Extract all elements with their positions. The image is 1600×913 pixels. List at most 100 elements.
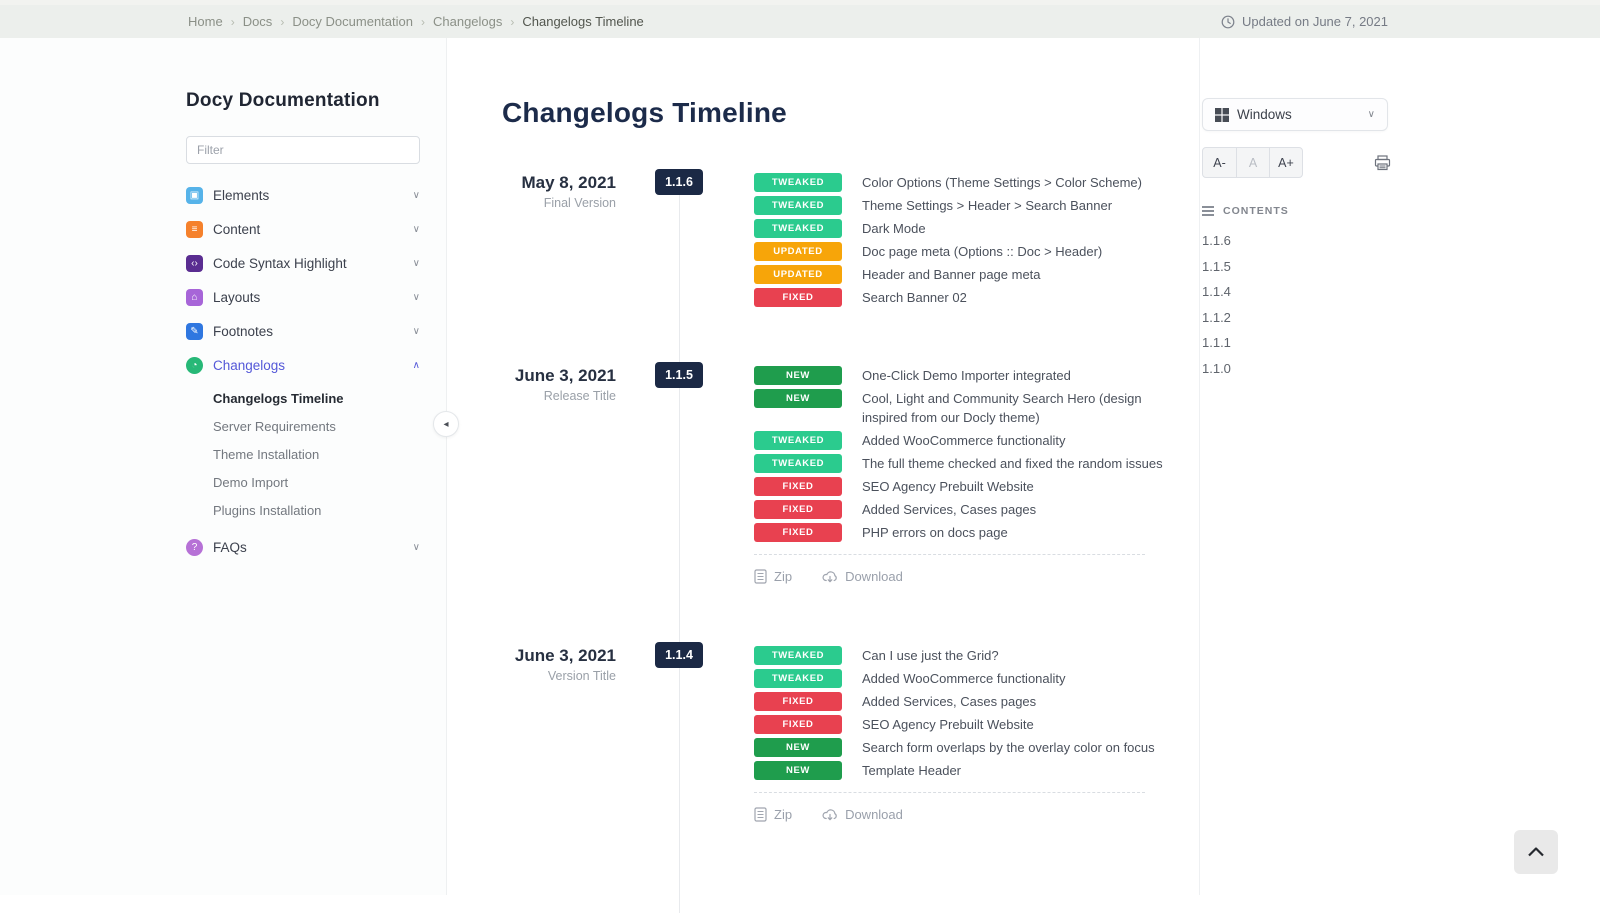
toc-link-1-1-2[interactable]: 1.1.2 xyxy=(1202,309,1231,325)
sidebar-item-server-requirements[interactable]: Server Requirements xyxy=(213,418,336,434)
changelog-item: FIXED Added Services, Cases pages xyxy=(754,500,1199,519)
changelog-item-text: Template Header xyxy=(862,763,961,778)
sidebar-item-label: Changelogs xyxy=(213,357,286,373)
sidebar-item-content[interactable]: ≡ Content ∨ xyxy=(186,212,420,246)
changelog-item-text: Theme Settings > Header > Search Banner xyxy=(862,198,1113,213)
entry-subtitle: Final Version xyxy=(543,196,616,210)
changelog-main: Changelogs Timeline May 8, 2021 Final Ve… xyxy=(447,38,1199,913)
os-select-value: Windows xyxy=(1237,107,1292,122)
collapse-left-icon: ◂ xyxy=(443,418,449,430)
scroll-to-top-button[interactable] xyxy=(1514,830,1558,874)
changelog-item-text: Added Services, Cases pages xyxy=(862,694,1037,709)
zip-link[interactable]: Zip xyxy=(754,807,792,822)
version-badge: 1.1.4 xyxy=(655,642,703,668)
lock-icon: ? xyxy=(186,538,203,556)
zip-file-icon xyxy=(754,569,767,584)
os-select[interactable]: Windows ∨ xyxy=(1202,98,1388,131)
changelog-item-text: Search Banner 02 xyxy=(862,290,967,305)
toc-link-1-1-5[interactable]: 1.1.5 xyxy=(1202,258,1231,274)
toc-link-1-1-1[interactable]: 1.1.1 xyxy=(1202,335,1231,350)
sidebar-item-demo-import[interactable]: Demo Import xyxy=(213,474,289,490)
toc-link-1-1-6[interactable]: 1.1.6 xyxy=(1202,233,1231,248)
chevron-up-icon xyxy=(1528,847,1544,857)
breadcrumb-link-changelogs[interactable]: Changelogs xyxy=(432,14,503,29)
change-type-badge: TWEAKED xyxy=(754,431,842,450)
sidebar-collapse-button[interactable]: ◂ xyxy=(433,411,459,437)
sidebar-item-layouts[interactable]: ⌂ Layouts ∨ xyxy=(186,280,420,314)
changelog-item-text: Added Services, Cases pages xyxy=(862,502,1037,517)
sidebar-item-label: Layouts xyxy=(213,289,261,305)
footnotes-icon: ✎ xyxy=(186,322,203,340)
changelog-item-text: Cool, Light and Community Search Hero (d… xyxy=(862,391,1142,425)
contents-list: 1.1.6 1.1.5 1.1.4 1.1.2 1.1.1 1.1.0 xyxy=(1202,233,1600,376)
entry-subtitle: Release Title xyxy=(543,389,616,403)
entry-divider xyxy=(754,554,1145,555)
changelog-entry-1-1-6: May 8, 2021 Final Version 1.1.6 TWEAKED … xyxy=(502,169,1199,311)
font-reset-button[interactable]: A xyxy=(1236,148,1269,177)
sidebar-item-code-syntax-highlight[interactable]: ‹› Code Syntax Highlight ∨ xyxy=(186,246,420,280)
changelog-item: FIXED SEO Agency Prebuilt Website xyxy=(754,477,1199,496)
chevron-down-icon: ∨ xyxy=(412,325,420,337)
changelog-item: NEW Template Header xyxy=(754,761,1199,780)
change-type-badge: UPDATED xyxy=(754,242,842,261)
change-type-badge: FIXED xyxy=(754,523,842,542)
sidebar-item-footnotes[interactable]: ✎ Footnotes ∨ xyxy=(186,314,420,348)
changelog-item: UPDATED Doc page meta (Options :: Doc > … xyxy=(754,242,1199,261)
changelog-item-text: Added WooCommerce functionality xyxy=(862,671,1066,686)
font-decrease-button[interactable]: A- xyxy=(1203,148,1236,177)
changelog-item-text: Dark Mode xyxy=(862,221,926,236)
filter-input[interactable] xyxy=(186,136,420,164)
zip-label: Zip xyxy=(774,807,793,822)
changelog-item: FIXED PHP errors on docs page xyxy=(754,523,1199,542)
chevron-up-icon: ∧ xyxy=(412,359,420,371)
toc-link-1-1-0[interactable]: 1.1.0 xyxy=(1202,360,1231,376)
zip-link[interactable]: Zip xyxy=(754,569,792,584)
breadcrumb-link-docs[interactable]: Docs xyxy=(242,14,273,29)
download-link[interactable]: Download xyxy=(822,807,903,822)
breadcrumb-link-docy-documentation[interactable]: Docy Documentation xyxy=(292,14,413,29)
printer-icon xyxy=(1374,154,1391,170)
sidebar-item-theme-installation[interactable]: Theme Installation xyxy=(213,446,320,462)
download-label: Download xyxy=(845,569,903,584)
sidebar-item-plugins-installation[interactable]: Plugins Installation xyxy=(213,502,322,518)
changelogs-subnav: Changelogs Timeline Server Requirements … xyxy=(213,384,420,524)
breadcrumb-separator: › xyxy=(510,14,515,29)
download-icon xyxy=(822,808,837,820)
chevron-down-icon: ∨ xyxy=(1367,109,1375,120)
doc-sidebar: Docy Documentation ▣ Elements ∨ ≡ Conten… xyxy=(0,38,447,895)
print-button[interactable] xyxy=(1374,154,1391,171)
changelog-item: NEW One-Click Demo Importer integrated xyxy=(754,366,1199,385)
changelog-item: TWEAKED Can I use just the Grid? xyxy=(754,646,1199,665)
change-type-badge: NEW xyxy=(754,738,842,757)
font-increase-button[interactable]: A+ xyxy=(1269,148,1302,177)
page-tools-sidebar: Windows ∨ A- A A+ CONTENTS 1.1.6 1.1.5 1… xyxy=(1199,38,1600,895)
sidebar-item-faqs[interactable]: ? FAQs ∨ xyxy=(186,530,420,564)
change-type-badge: FIXED xyxy=(754,477,842,496)
changelog-item-text: The full theme checked and fixed the ran… xyxy=(862,456,1163,471)
chevron-down-icon: ∨ xyxy=(412,189,420,201)
changelog-item-text: Can I use just the Grid? xyxy=(862,648,999,663)
changelog-item-text: PHP errors on docs page xyxy=(862,525,1008,540)
sidebar-nav: ▣ Elements ∨ ≡ Content ∨ ‹› Code Syntax … xyxy=(186,178,420,564)
chevron-down-icon: ∨ xyxy=(412,223,420,235)
download-icon xyxy=(822,570,837,582)
changelog-item: TWEAKED Theme Settings > Header > Search… xyxy=(754,196,1199,215)
change-type-badge: TWEAKED xyxy=(754,454,842,473)
download-link[interactable]: Download xyxy=(822,569,903,584)
sidebar-item-changelogs[interactable]: ◔ Changelogs ∧ xyxy=(186,348,420,382)
breadcrumb-link-home[interactable]: Home xyxy=(188,14,223,29)
changelog-entry-1-1-5: June 3, 2021 Release Title 1.1.5 NEW One… xyxy=(502,362,1199,584)
changelog-item-text: Header and Banner page meta xyxy=(862,267,1041,282)
sidebar-item-elements[interactable]: ▣ Elements ∨ xyxy=(186,178,420,212)
last-updated: Updated on June 7, 2021 xyxy=(1221,5,1388,38)
changelog-item: TWEAKED Added WooCommerce functionality xyxy=(754,431,1199,450)
content-icon: ≡ xyxy=(186,220,203,238)
list-icon xyxy=(1202,210,1214,212)
change-type-badge: FIXED xyxy=(754,288,842,307)
entry-date: May 8, 2021 xyxy=(521,173,616,192)
change-type-badge: TWEAKED xyxy=(754,219,842,238)
toc-link-1-1-4[interactable]: 1.1.4 xyxy=(1202,284,1231,299)
entry-divider xyxy=(754,792,1145,793)
sidebar-item-changelogs-timeline[interactable]: Changelogs Timeline xyxy=(213,390,344,406)
changelog-item: NEW Cool, Light and Community Search Her… xyxy=(754,389,1199,427)
